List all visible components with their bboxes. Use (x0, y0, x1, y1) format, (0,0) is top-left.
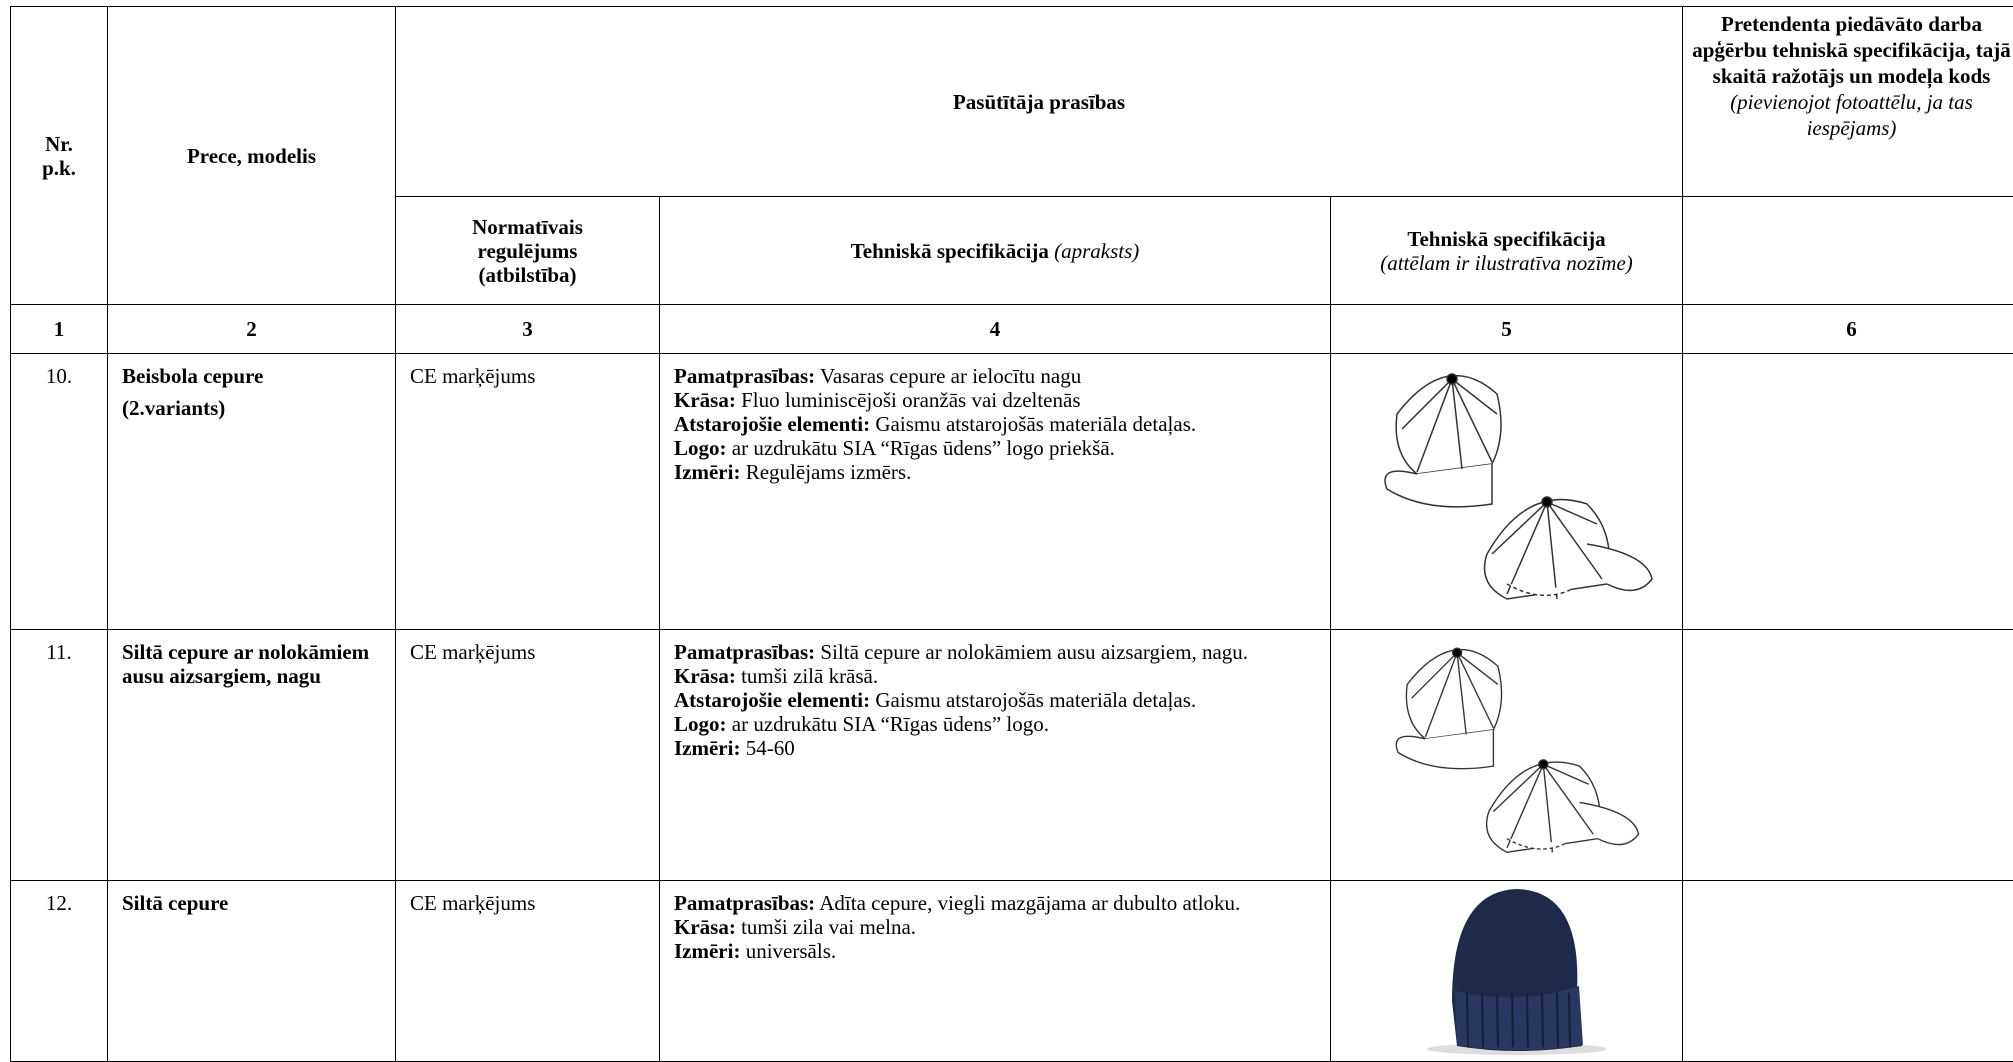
beanie-drawing (1357, 881, 1657, 1056)
spec-item: Logo: ar uzdrukātu SIA “Rīgas ūdens” log… (674, 436, 1316, 460)
row-spec: Pamatprasības: Vasaras cepure ar ielocīt… (660, 354, 1331, 630)
spec-item: Atstarojošie elementi: Gaismu atstarojoš… (674, 688, 1316, 712)
cap-drawing (1357, 354, 1657, 624)
spec-item: Krāsa: tumši zilā krāsā. (674, 664, 1316, 688)
spec-label: Atstarojošie elementi: (674, 688, 870, 712)
spec-item: Izmēri: Regulējams izmērs. (674, 460, 1316, 484)
row-image (1331, 881, 1683, 1062)
spec-label: Pamatprasības: (674, 891, 815, 915)
table-row: 12. Siltā cepure CE marķējums Pamatprasības… (11, 881, 2013, 1062)
spec-text: Gaismu atstarojošās materiāla detaļas. (875, 688, 1196, 712)
spec-item: Izmēri: universāls. (674, 939, 1316, 963)
spec-text: ar uzdrukātu SIA “Rīgas ūdens” logo. (732, 712, 1049, 736)
row-offer (1683, 354, 2013, 630)
row-offer (1683, 630, 2013, 881)
header-text: Tehniskā specifikācija (851, 239, 1049, 263)
spec-text: 54-60 (746, 736, 795, 760)
row-image (1331, 354, 1683, 630)
column-number: 5 (1331, 305, 1683, 354)
column-number: 4 (660, 305, 1331, 354)
spec-label: Atstarojošie elementi: (674, 412, 870, 436)
name-line: Siltā cepure (122, 891, 381, 915)
header-pasutitaja: Pasūtītāja prasības (396, 7, 1683, 197)
row-name: Siltā cepure ar nolokāmiem ausu aizsargi… (108, 630, 396, 881)
header-empty (1683, 197, 2013, 305)
spec-table: Nr.p.k. Prece, modelis Pasūtītāja prasīb… (10, 6, 2013, 1062)
spec-label: Pamatprasības: (674, 640, 815, 664)
spec-text: Adīta cepure, viegli mazgājama ar dubult… (819, 891, 1240, 915)
row-norm: CE marķējums (396, 354, 660, 630)
header-text: Nr. (45, 132, 73, 156)
spec-item: Logo: ar uzdrukātu SIA “Rīgas ūdens” log… (674, 712, 1316, 736)
header-note: (pievienojot fotoattēlu, ja tas iespējam… (1730, 90, 1973, 140)
spec-label: Pamatprasības: (674, 364, 815, 388)
spec-item: Izmēri: 54-60 (674, 736, 1316, 760)
header-spec-apraksts: Tehniskā specifikācija (apraksts) (660, 197, 1331, 305)
row-nr: 12. (11, 881, 108, 1062)
row-name: Beisbola cepure (2.variants) (108, 354, 396, 630)
spec-label: Krāsa: (674, 915, 736, 939)
row-image (1331, 630, 1683, 881)
spec-text: Vasaras cepure ar ielocītu nagu (820, 364, 1081, 388)
spec-label: Izmēri: (674, 460, 740, 484)
spec-text: Gaismu atstarojošās materiāla detaļas. (875, 412, 1196, 436)
name-line: Siltā cepure ar nolokāmiem ausu aizsargi… (122, 640, 381, 688)
header-prece: Prece, modelis (108, 7, 396, 305)
spec-text: universāls. (746, 939, 836, 963)
name-line: Beisbola cepure (122, 364, 381, 388)
spec-label: Logo: (674, 436, 727, 460)
header-note: (apraksts) (1054, 239, 1139, 263)
header-text: Tehniskā specifikācija (1407, 227, 1605, 251)
spec-label: Krāsa: (674, 664, 736, 688)
spec-label: Izmēri: (674, 939, 740, 963)
column-number: 3 (396, 305, 660, 354)
header-spec-attels: Tehniskā specifikācija(attēlam ir ilustr… (1331, 197, 1683, 305)
header-note: (attēlam ir ilustratīva nozīme) (1380, 251, 1633, 275)
spec-label: Izmēri: (674, 736, 740, 760)
row-nr: 11. (11, 630, 108, 881)
column-number: 1 (11, 305, 108, 354)
header-text: p.k. (42, 156, 76, 180)
header-text: Pretendenta piedāvāto darba apģērbu tehn… (1692, 12, 2011, 88)
header-nr: Nr.p.k. (11, 7, 108, 305)
spec-text: Fluo luminiscējoši oranžās vai dzeltenās (741, 388, 1080, 412)
spec-text: ar uzdrukātu SIA “Rīgas ūdens” logo prie… (732, 436, 1115, 460)
column-number: 6 (1683, 305, 2013, 354)
spec-item: Krāsa: Fluo luminiscējoši oranžās vai dz… (674, 388, 1316, 412)
header-pretendenta: Pretendenta piedāvāto darba apģērbu tehn… (1683, 7, 2013, 197)
spec-text: tumši zilā krāsā. (741, 664, 878, 688)
header-normativais: Normatīvais regulējums (atbilstība) (396, 197, 660, 305)
spec-text: tumši zila vai melna. (741, 915, 916, 939)
spec-label: Logo: (674, 712, 727, 736)
spec-item: Pamatprasības: Adīta cepure, viegli mazg… (674, 891, 1316, 915)
row-spec: Pamatprasības: Siltā cepure ar nolokāmie… (660, 630, 1331, 881)
spec-label: Krāsa: (674, 388, 736, 412)
name-line: (2.variants) (122, 396, 381, 420)
row-norm: CE marķējums (396, 630, 660, 881)
spec-text: Regulējams izmērs. (746, 460, 912, 484)
page: Nr.p.k. Prece, modelis Pasūtītāja prasīb… (0, 0, 2013, 1037)
table-row: 10. Beisbola cepure (2.variants) CE marķēju… (11, 354, 2013, 630)
spec-item: Krāsa: tumši zila vai melna. (674, 915, 1316, 939)
table-row: 11. Siltā cepure ar nolokāmiem ausu aizsa… (11, 630, 2013, 881)
cap-drawing (1357, 630, 1657, 875)
row-name: Siltā cepure (108, 881, 396, 1062)
row-nr: 10. (11, 354, 108, 630)
row-norm: CE marķējums (396, 881, 660, 1062)
row-offer (1683, 881, 2013, 1062)
spec-item: Atstarojošie elementi: Gaismu atstarojoš… (674, 412, 1316, 436)
column-number: 2 (108, 305, 396, 354)
spec-item: Pamatprasības: Siltā cepure ar nolokāmie… (674, 640, 1316, 664)
spec-item: Pamatprasības: Vasaras cepure ar ielocīt… (674, 364, 1316, 388)
spec-text: Siltā cepure ar nolokāmiem ausu aizsargi… (820, 640, 1248, 664)
row-spec: Pamatprasības: Adīta cepure, viegli mazg… (660, 881, 1331, 1062)
